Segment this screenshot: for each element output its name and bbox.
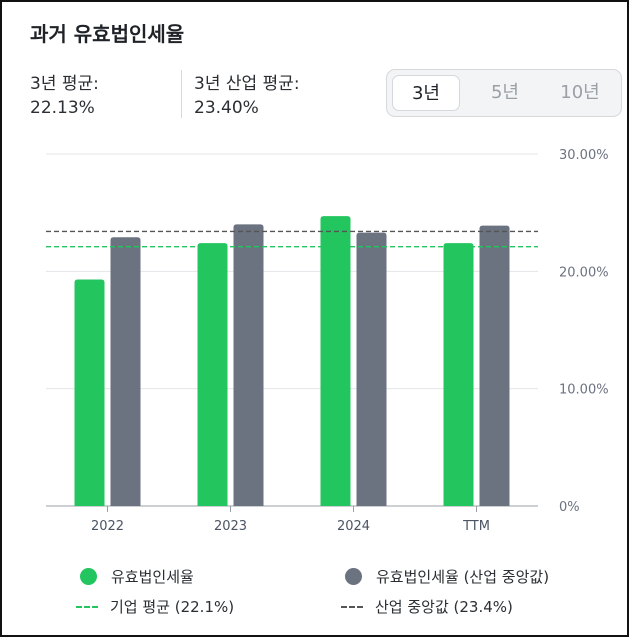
card-title: 과거 유효법인세율 [30,22,185,46]
y-tick-label-2: 20.00% [559,265,609,280]
industry-average-value: 23.40% [194,98,259,118]
industry-average-stat: 3년 산업 평균: 23.40% [194,72,300,120]
legend-industry-swatch [345,568,362,585]
x-tick-label-ttm: TTM [462,519,490,534]
legend-company-label: 유효법인세율 [111,568,194,586]
period-selector: 3년 5년 10년 [386,69,622,117]
y-tick-label-3: 30.00% [559,148,609,163]
legend-company-swatch [80,568,97,585]
x-tick-label-2024: 2024 [337,519,370,534]
industry-average-label: 3년 산업 평균: [194,74,300,94]
company-average-label: 3년 평균: [30,74,99,94]
x-tick-label-2022: 2022 [91,519,124,534]
legend-industry-median: 산업 중앙값 (23.4%) [341,596,513,617]
x-tick-label-2023: 2023 [214,519,247,534]
y-tick-label-0: 0% [559,500,580,515]
legend-industry-median-swatch [341,605,363,608]
legend-company: 유효법인세율 [80,566,194,587]
tab-10-years[interactable]: 10년 [560,82,600,103]
legend-company-average-label: 기업 평균 (22.1%) [110,598,235,616]
bar-chart: 0% 10.00% 20.00% 30.00% 2022 2023 2024 TTM [46,148,609,534]
company-average-stat: 3년 평균: 22.13% [30,72,99,120]
legend-company-average-swatch [76,605,98,608]
legend-industry-median-label: 산업 중앙값 (23.4%) [375,598,513,616]
bar-industry-2023 [233,224,264,506]
bar-industry-2022 [110,237,141,506]
bar-industry-ttm [479,225,510,506]
legend-industry-label: 유효법인세율 (산업 중앙값) [376,568,550,586]
tab-3-years[interactable]: 3년 [392,75,460,111]
bar-company-2024 [320,216,351,506]
y-tick-label-1: 10.00% [559,383,609,398]
tab-5-years[interactable]: 5년 [490,82,519,103]
bar-industry-2024 [356,232,387,506]
legend-company-average: 기업 평균 (22.1%) [76,596,234,617]
stat-divider [181,70,182,118]
company-average-value: 22.13% [30,98,95,118]
legend-industry: 유효법인세율 (산업 중앙값) [345,566,549,587]
bar-company-2023 [197,243,228,506]
bar-company-ttm [443,243,474,506]
bar-company-2022 [74,279,105,506]
